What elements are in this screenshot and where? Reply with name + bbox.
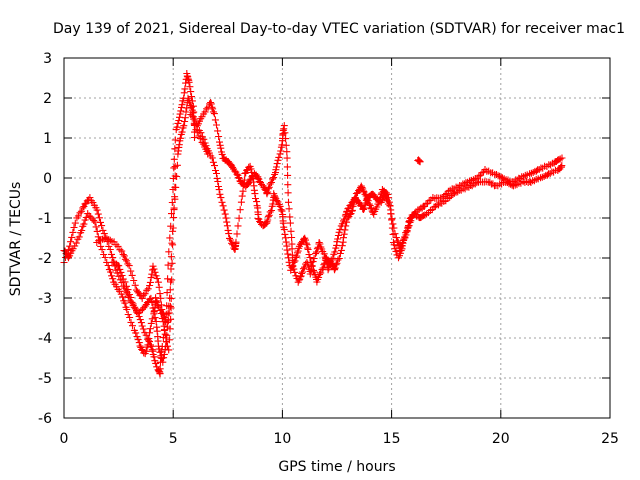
y-tick-label: 2 bbox=[43, 91, 52, 107]
grid-lines bbox=[64, 58, 610, 418]
y-tick-label: -2 bbox=[38, 251, 52, 267]
x-tick-label: 25 bbox=[601, 431, 619, 447]
y-tick-label: -6 bbox=[38, 411, 52, 427]
y-tick-label: -3 bbox=[38, 291, 52, 307]
x-tick-label: 20 bbox=[492, 431, 510, 447]
x-tick-label: 0 bbox=[60, 431, 69, 447]
x-axis-label: GPS time / hours bbox=[278, 459, 395, 475]
x-tick-label: 5 bbox=[169, 431, 178, 447]
y-tick-label: -1 bbox=[38, 211, 52, 227]
series-markers bbox=[60, 70, 566, 378]
chart-title: Day 139 of 2021, Sidereal Day-to-day VTE… bbox=[53, 21, 625, 37]
y-axis-tick-labels: -6 -5 -4 -3 -2 -1 0 1 2 3 bbox=[38, 51, 52, 427]
plot-frame bbox=[63, 57, 611, 419]
data-points bbox=[60, 70, 566, 378]
x-axis-tick-labels: 0 5 10 15 20 25 bbox=[60, 431, 619, 447]
x-tick-label: 15 bbox=[383, 431, 401, 447]
y-tick-label: -5 bbox=[38, 371, 52, 387]
axis-ticks bbox=[63, 57, 611, 419]
y-axis-label: SDTVAR / TECUs bbox=[8, 182, 24, 297]
x-tick-label: 10 bbox=[273, 431, 291, 447]
y-tick-label: -4 bbox=[38, 331, 52, 347]
y-tick-label: 1 bbox=[43, 131, 52, 147]
y-tick-label: 3 bbox=[43, 51, 52, 67]
y-tick-label: 0 bbox=[43, 171, 52, 187]
